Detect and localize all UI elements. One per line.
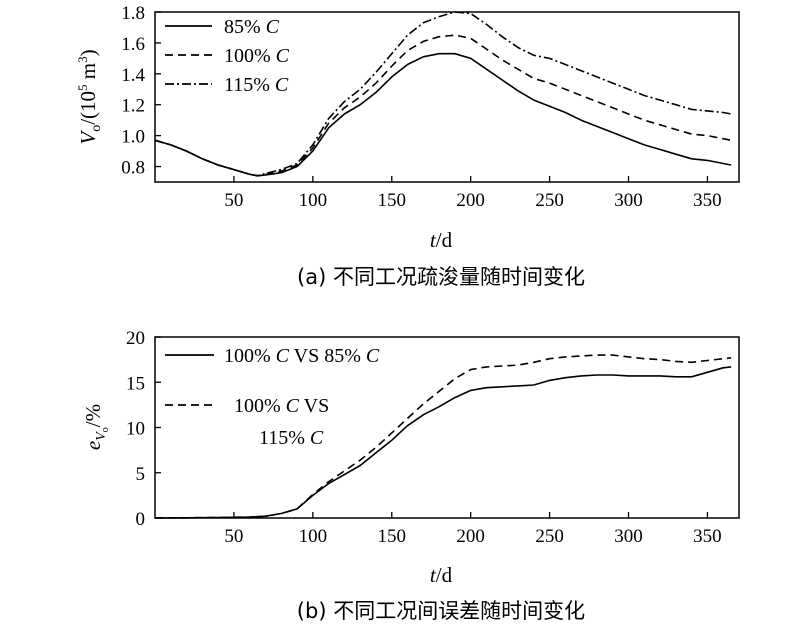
xtick-label: 50 xyxy=(224,526,243,547)
xtick-label: 250 xyxy=(535,526,564,547)
legend-b-1-label-line2: 115% C xyxy=(259,427,324,449)
chart-b-ylabel: eVo/% xyxy=(81,404,111,450)
ytick-label: 10 xyxy=(126,419,145,440)
xtick-label: 200 xyxy=(456,190,485,211)
legend-a-2-label: 115% C xyxy=(224,74,289,96)
legend-a-1-label: 100% C xyxy=(224,45,290,67)
chart-a-frame xyxy=(154,11,740,183)
series-line-0 xyxy=(154,366,732,519)
chart-b: 50 100 150 200 250 300 350 0 5 10 15 20 100% C VS 8… xyxy=(81,328,740,623)
chart-b-ticks: 50 100 150 200 250 300 350 0 5 10 15 20 xyxy=(126,328,722,547)
chart-b-xlabel: t/d xyxy=(430,563,453,587)
series-line-0 xyxy=(154,52,732,177)
xtick-label: 300 xyxy=(614,190,643,211)
ytick-label: 15 xyxy=(126,373,145,394)
legend-b-1-label-line1: 100% C VS xyxy=(234,395,329,417)
xtick-label: 150 xyxy=(378,190,407,211)
ytick-label: 1.8 xyxy=(121,3,145,24)
series-line-1 xyxy=(154,34,732,177)
xtick-label: 250 xyxy=(535,190,564,211)
ytick-label: 1.4 xyxy=(121,65,145,86)
series-line-2 xyxy=(154,11,732,177)
chart-a-ticks: 50 100 150 200 250 300 350 0.8 1.0 1.2 1.4 1.6 1.8 xyxy=(121,3,721,211)
ytick-label: 1.2 xyxy=(121,96,145,117)
legend-a-0-label: 85% C xyxy=(224,16,280,38)
chart-a-caption: (a) 不同工况疏浚量随时间变化 xyxy=(297,265,585,289)
chart-b-legend: 100% C VS 85% C 100% C VS 115% C xyxy=(165,345,380,449)
xtick-label: 300 xyxy=(614,526,643,547)
ytick-label: 5 xyxy=(136,464,146,485)
chart-b-caption: (b) 不同工况间误差随时间变化 xyxy=(297,599,585,623)
legend-b-0-label: 100% C VS 85% C xyxy=(224,345,380,367)
chart-a: 50 100 150 200 250 300 350 0.8 1.0 1.2 1.4 1.6 1.8 8… xyxy=(75,3,740,289)
xtick-label: 150 xyxy=(378,526,407,547)
ytick-label: 1.6 xyxy=(121,34,145,55)
xtick-label: 350 xyxy=(693,190,722,211)
series-line-1 xyxy=(154,354,732,519)
ytick-label: 1.0 xyxy=(121,127,145,148)
chart-a-ylabel: Vo/(105 m3) xyxy=(75,49,104,144)
chart-a-series xyxy=(154,11,732,177)
ytick-label: 0.8 xyxy=(121,158,145,179)
xtick-label: 100 xyxy=(299,526,328,547)
chart-a-xlabel: t/d xyxy=(430,228,453,252)
ytick-label: 20 xyxy=(126,328,145,349)
xtick-label: 100 xyxy=(299,190,328,211)
chart-b-series xyxy=(154,354,732,519)
chart-a-legend: 85% C 100% C 115% C xyxy=(165,16,290,96)
ytick-label: 0 xyxy=(136,509,146,530)
xtick-label: 200 xyxy=(456,526,485,547)
xtick-label: 50 xyxy=(224,190,243,211)
xtick-label: 350 xyxy=(693,526,722,547)
